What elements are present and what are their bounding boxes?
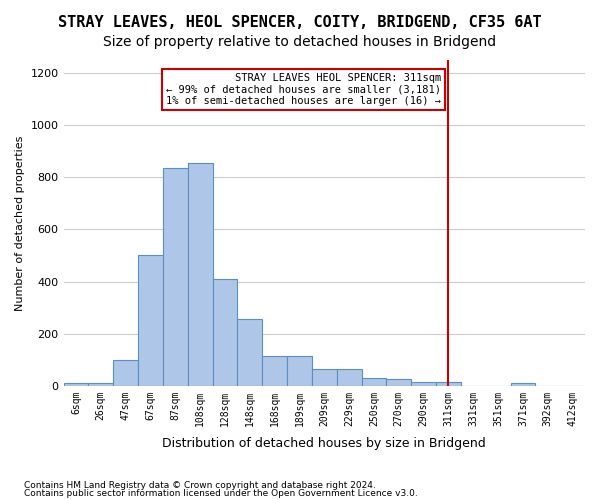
Bar (511, 382, 535, 386)
Bar (411, 382, 436, 386)
X-axis label: Distribution of detached houses by size in Bridgend: Distribution of detached houses by size … (163, 437, 486, 450)
Bar (262, 356, 287, 386)
Bar (188, 163, 212, 386)
Text: Size of property relative to detached houses in Bridgend: Size of property relative to detached ho… (103, 35, 497, 49)
Text: STRAY LEAVES HEOL SPENCER: 311sqm
← 99% of detached houses are smaller (3,181)
1: STRAY LEAVES HEOL SPENCER: 311sqm ← 99% … (166, 73, 441, 106)
Bar (287, 356, 312, 386)
Text: STRAY LEAVES, HEOL SPENCER, COITY, BRIDGEND, CF35 6AT: STRAY LEAVES, HEOL SPENCER, COITY, BRIDG… (58, 15, 542, 30)
Bar (386, 380, 411, 386)
Bar (163, 168, 188, 386)
Bar (238, 320, 262, 386)
Bar (362, 378, 386, 386)
Bar (138, 256, 163, 386)
Text: Contains public sector information licensed under the Open Government Licence v3: Contains public sector information licen… (24, 488, 418, 498)
Bar (337, 369, 362, 386)
Text: Contains HM Land Registry data © Crown copyright and database right 2024.: Contains HM Land Registry data © Crown c… (24, 481, 376, 490)
Bar (113, 360, 138, 386)
Y-axis label: Number of detached properties: Number of detached properties (15, 135, 25, 310)
Bar (436, 382, 461, 386)
Bar (212, 279, 238, 386)
Bar (312, 369, 337, 386)
Bar (64, 383, 88, 386)
Bar (88, 382, 113, 386)
